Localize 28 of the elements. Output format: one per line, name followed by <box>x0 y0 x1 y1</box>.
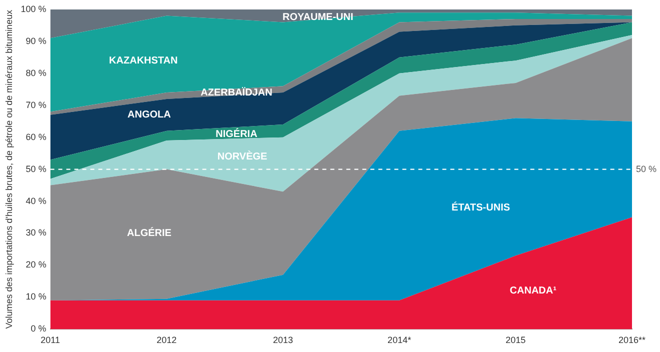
x-tick-label: 2012 <box>156 335 177 346</box>
y-tick-label: 60 % <box>26 132 46 142</box>
ref-line-label: 50 % <box>636 164 657 174</box>
y-tick-label: 30 % <box>26 228 46 238</box>
x-tick-label: 2016** <box>618 335 646 346</box>
series-label: ANGOLA <box>128 110 171 121</box>
y-tick-label: 0 % <box>30 324 46 334</box>
y-axis-title: Volumes des importations d'huiles brutes, de pétrole ou de minéraux bitumineux <box>4 9 14 329</box>
y-tick-label: 100 % <box>20 4 46 14</box>
x-tick-label: 2015 <box>506 335 526 346</box>
series-label: NORVÈGE <box>217 150 268 162</box>
y-tick-label: 40 % <box>26 196 46 206</box>
x-tick-label: 2011 <box>40 335 60 346</box>
series-label: CANADA¹ <box>510 286 558 297</box>
x-tick-label: 2013 <box>272 335 294 346</box>
y-tick-label: 50 % <box>26 164 46 174</box>
series-label: ALGÉRIE <box>126 227 172 240</box>
y-tick-label: 70 % <box>26 100 46 110</box>
y-tick-label: 90 % <box>26 36 46 46</box>
series-label: ÉTATS-UNIS <box>452 201 510 214</box>
y-tick-label: 10 % <box>26 292 46 302</box>
series-label: ROYAUME-UNI <box>282 12 354 24</box>
series-label: NIGÉRIA <box>216 128 258 140</box>
x-tick-label: 2014* <box>388 335 412 346</box>
y-tick-label: 20 % <box>26 260 46 270</box>
series-label: AZERBAÏDJAN <box>200 86 272 98</box>
y-tick-label: 80 % <box>26 68 46 78</box>
series-label: KAZAKHSTAN <box>109 55 178 66</box>
